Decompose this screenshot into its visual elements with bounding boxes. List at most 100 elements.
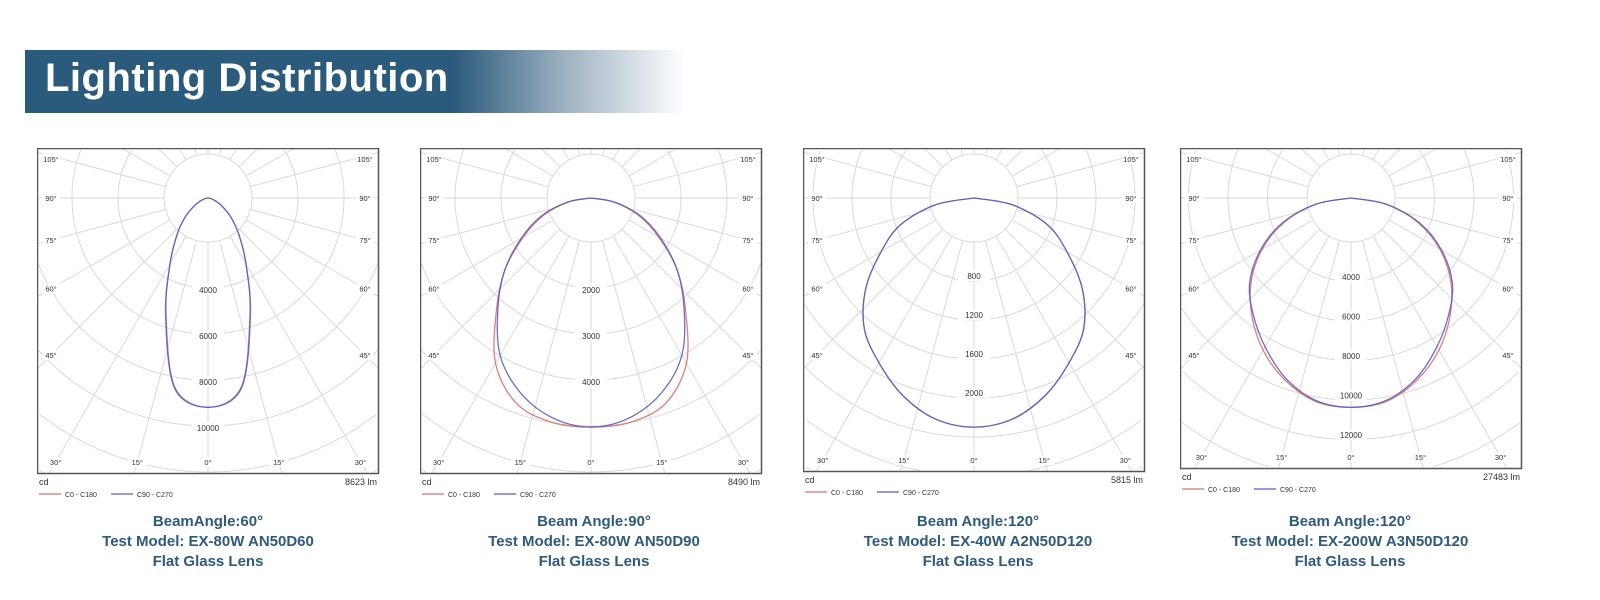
angle-label-bg: [739, 283, 757, 294]
angle-label-bg: [1122, 193, 1140, 203]
angle-label-bg: [356, 350, 374, 360]
angle-label-bg: [1499, 193, 1517, 203]
angle-label-bg: [808, 235, 826, 246]
angle-label: 45°: [1188, 351, 1199, 360]
grid-ring: [454, 149, 728, 335]
grid-ray: [1372, 148, 1380, 161]
grid-ray: [218, 240, 283, 474]
angle-label: 30°: [817, 456, 828, 465]
grid-ray: [505, 148, 554, 177]
grid-ray: [621, 148, 641, 168]
angle-label-bg: [1499, 235, 1517, 246]
angle-label: 60°: [359, 285, 370, 294]
ring-label: 12000: [1340, 431, 1363, 440]
ring-label-bg: [1335, 429, 1367, 440]
ring-label: 1600: [965, 350, 983, 359]
angle-label: 105°: [1186, 155, 1202, 164]
grid-ray: [612, 235, 751, 474]
grid-ring: [1181, 307, 1521, 401]
ring-label-bg: [575, 376, 607, 387]
grid-ray: [1004, 228, 1145, 369]
angle-label: 90°: [811, 194, 822, 203]
grid-ray: [229, 235, 368, 474]
angle-label: 60°: [1502, 285, 1513, 294]
angle-label: 90°: [45, 194, 56, 203]
grid-ring: [420, 263, 762, 381]
unit-label: cd: [39, 477, 49, 487]
polar-chart-1: 4000 6000 8000 10000 0° 15° 15° 30° 30° 45° 45° 60°…: [37, 148, 385, 498]
angle-label-bg: [425, 283, 443, 294]
angle-label-bg: [1035, 455, 1054, 465]
angle-label-bg: [734, 457, 753, 467]
grid-ray: [628, 219, 762, 297]
legend-label: C0 - C180: [831, 490, 863, 497]
grid-ray: [1361, 240, 1424, 469]
ring-label: 2000: [965, 389, 983, 398]
ring-label: 800: [967, 272, 981, 281]
angle-label-bg: [1499, 283, 1517, 294]
angle-label: 30°: [1495, 453, 1506, 462]
angle-label-bg: [1185, 154, 1203, 164]
grid-ray: [1278, 240, 1341, 469]
polar-chart-3: 800 1200 1600 2000 0° 15° 15° 30° 30° 45° 45° 60° 60…: [803, 148, 1151, 498]
plot-frame: [803, 148, 1146, 473]
grid-ray: [577, 148, 581, 156]
grid-ray: [562, 148, 570, 161]
angle-label-bg: [739, 235, 757, 246]
series-curve-c90-c270: [496, 197, 686, 428]
lens-type: Flat Glass Lens: [152, 553, 264, 570]
angle-label: 60°: [1125, 285, 1136, 294]
angle-label-bg: [425, 193, 443, 203]
ring-label: 10000: [197, 424, 220, 433]
grid-ray: [984, 240, 1048, 472]
angle-label: 105°: [809, 155, 825, 164]
ring-label-bg: [958, 348, 990, 359]
grid-ring: [38, 350, 378, 427]
section-title: Lighting Distribution: [45, 56, 449, 100]
test-model: Test Model: EX-40W A2N50D120: [863, 533, 1093, 550]
angle-label: 45°: [359, 351, 370, 360]
grid-ray: [1381, 148, 1401, 168]
polar-plot: 800 1200 1600 2000 0° 15° 15° 30° 30° 45° 45° 60° 60…: [803, 148, 1146, 497]
grid-ring: [804, 366, 1144, 438]
angle-label: 75°: [742, 236, 753, 245]
grid-ray: [218, 148, 222, 156]
grid-ray: [815, 235, 953, 472]
angle-label: 0°: [587, 458, 594, 467]
angle-label: 45°: [742, 351, 753, 360]
ring-label: 4000: [199, 286, 217, 295]
angle-label: 45°: [45, 351, 56, 360]
grid-ray: [628, 148, 677, 177]
ring-label: 8000: [1342, 352, 1360, 361]
polar-plot: 4000 6000 8000 10000 12000 0° 15° 15° 30° 30° 45° 4…: [1180, 148, 1523, 494]
plot-frame: [420, 148, 763, 475]
grid-ray: [245, 148, 294, 177]
polar-plot: 2000 3000 4000 0° 15° 15° 30° 30° 45° 45° 60° 60° 75…: [420, 148, 763, 498]
series-curve-c90-c270: [862, 197, 1086, 428]
angle-label-bg: [1499, 350, 1517, 360]
angle-label: 15°: [515, 458, 526, 467]
angle-label-bg: [1491, 452, 1510, 462]
angle-label-bg: [894, 455, 913, 465]
grid-ray: [1337, 148, 1341, 156]
grid-ray: [158, 148, 178, 168]
angle-label: 30°: [1120, 456, 1131, 465]
polar-chart-2: 2000 3000 4000 0° 15° 15° 30° 30° 45° 45° 60° 60° 75…: [420, 148, 768, 498]
grid-ring: [805, 466, 1143, 471]
angle-label-bg: [351, 457, 370, 467]
unit-label: cd: [805, 475, 815, 485]
angle-label: 75°: [45, 236, 56, 245]
grid-ring: [500, 150, 682, 289]
angle-label-bg: [1122, 154, 1140, 164]
angle-label: 60°: [742, 285, 753, 294]
grid-ray: [229, 148, 237, 161]
angle-label: 90°: [428, 194, 439, 203]
angle-label-bg: [425, 235, 443, 246]
angle-label-bg: [511, 457, 530, 467]
ring-label-bg: [192, 422, 224, 433]
beam-angle: Beam Angle:120°: [1288, 513, 1412, 530]
legend-label: C90 - C270: [137, 492, 173, 498]
ring-label-bg: [958, 270, 990, 281]
angle-label-bg: [356, 154, 374, 164]
angle-label: 105°: [740, 155, 756, 164]
